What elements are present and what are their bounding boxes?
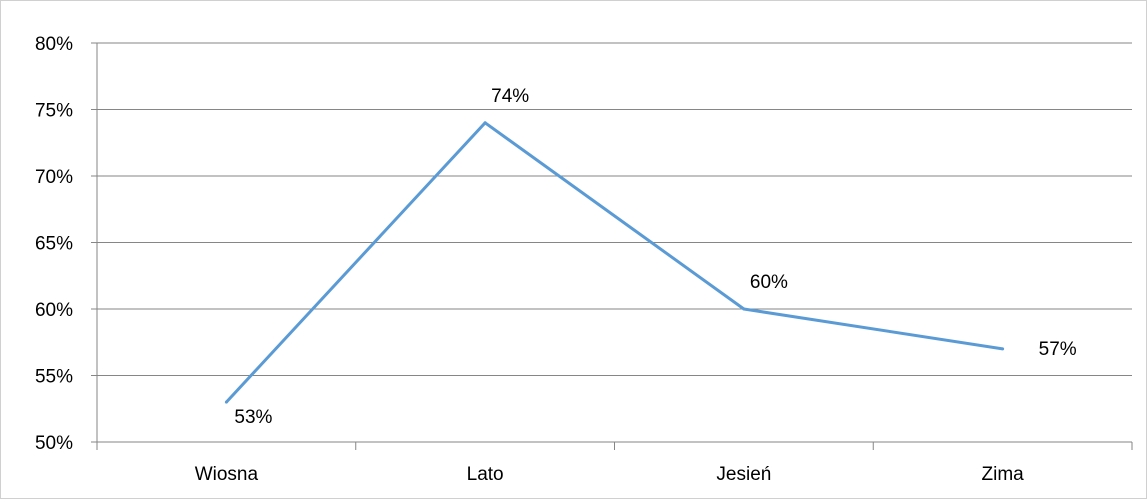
gridlines — [97, 42, 1132, 376]
x-category-label: Zima — [982, 464, 1025, 485]
y-tick-label: 60% — [35, 300, 73, 321]
data-label: 74% — [491, 86, 529, 107]
data-point — [483, 121, 487, 125]
series-line — [225, 121, 1003, 404]
axes — [91, 42, 1133, 450]
y-tick-label: 55% — [35, 367, 73, 388]
data-point — [742, 307, 746, 311]
data-point — [224, 400, 228, 404]
series-line-group — [224, 121, 1005, 404]
data-label: 60% — [750, 272, 788, 293]
y-axis-tick-labels: 50% 55% 60% 65% 70% 75% 80% — [35, 34, 73, 454]
data-label: 57% — [1039, 339, 1077, 360]
x-category-label: Lato — [467, 464, 504, 485]
y-tick-label: 65% — [35, 234, 73, 255]
y-tick-label: 50% — [35, 433, 73, 454]
data-point — [1001, 347, 1005, 351]
x-category-label: Wiosna — [195, 464, 259, 485]
y-tick-label: 75% — [35, 101, 73, 122]
data-label: 53% — [234, 407, 272, 428]
y-tick-label: 80% — [35, 34, 73, 55]
x-axis-category-labels: Wiosna Lato Jesień Zima — [195, 464, 1024, 485]
data-labels: 53% 74% 60% 57% — [234, 86, 1076, 428]
x-category-label: Jesień — [716, 464, 771, 485]
y-tick-label: 70% — [35, 167, 73, 188]
